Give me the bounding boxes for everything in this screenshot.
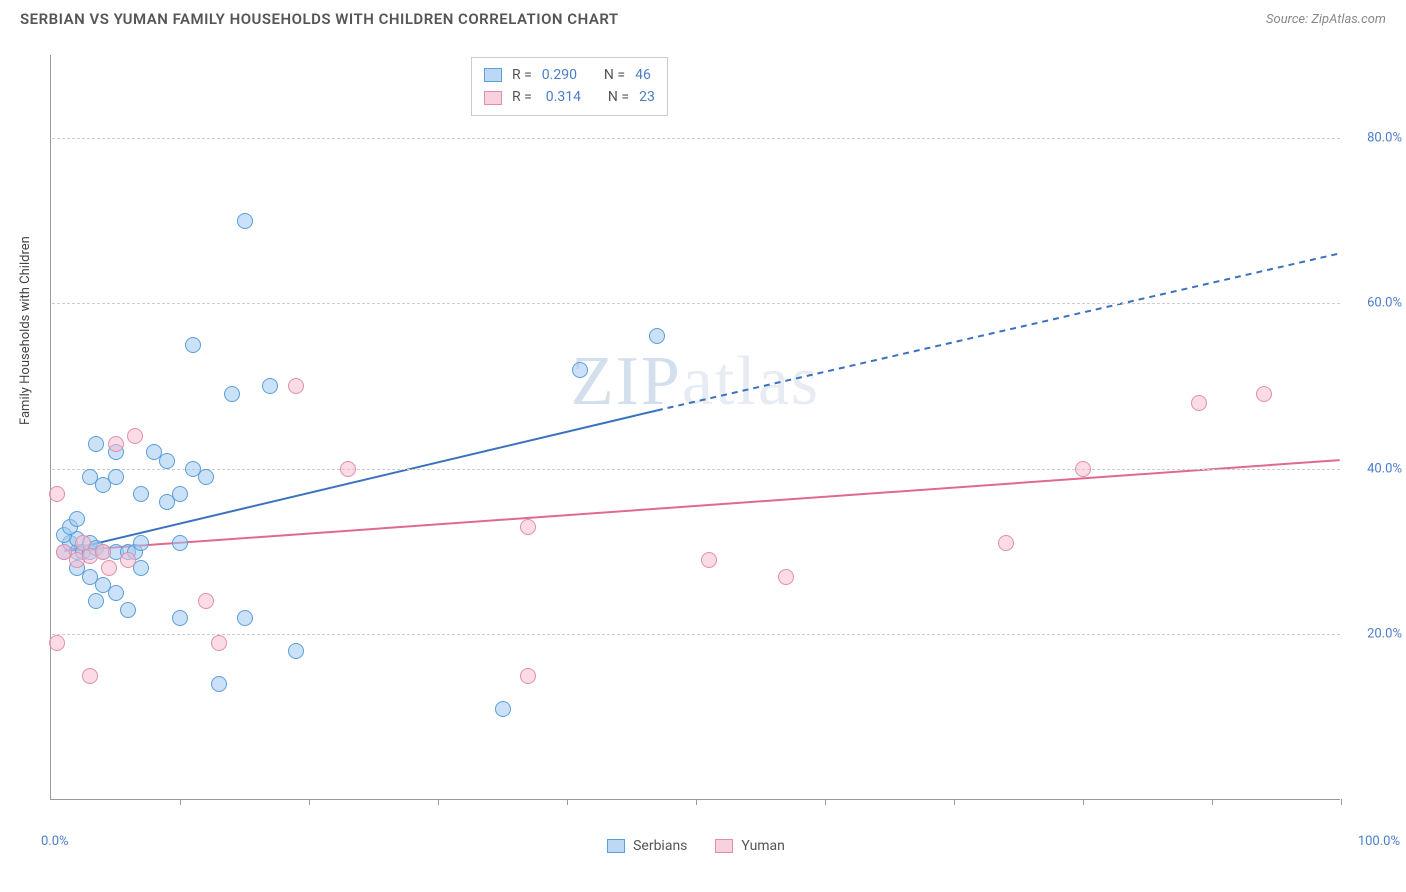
data-point xyxy=(120,552,136,568)
data-point xyxy=(88,436,104,452)
data-point xyxy=(82,668,98,684)
y-tick-label: 60.0% xyxy=(1367,296,1402,311)
plot-area: Family Households with Children ZIPatlas… xyxy=(50,55,1340,800)
y-axis-label: Family Households with Children xyxy=(18,236,33,425)
data-point xyxy=(211,635,227,651)
data-point xyxy=(649,328,665,344)
data-point xyxy=(198,469,214,485)
data-point xyxy=(701,552,717,568)
data-point xyxy=(495,701,511,717)
legend-item-yuman: Yuman xyxy=(715,838,784,854)
data-point xyxy=(127,428,143,444)
data-point xyxy=(288,643,304,659)
data-point xyxy=(262,378,278,394)
x-tick xyxy=(1341,799,1342,805)
gridline xyxy=(52,138,1340,139)
data-point xyxy=(288,378,304,394)
y-tick-label: 40.0% xyxy=(1367,461,1402,476)
correlation-legend: R = 0.290 N = 46 R = 0.314 N = 23 xyxy=(471,57,668,116)
x-tick xyxy=(1212,799,1213,805)
trend-lines xyxy=(51,55,1340,799)
data-point xyxy=(49,635,65,651)
data-point xyxy=(1075,461,1091,477)
series-legend: Serbians Yuman xyxy=(51,838,1341,854)
data-point xyxy=(998,535,1014,551)
data-point xyxy=(172,535,188,551)
x-tick xyxy=(309,799,310,805)
gridline xyxy=(52,634,1340,635)
x-tick xyxy=(1083,799,1084,805)
source-label: Source: ZipAtlas.com xyxy=(1266,12,1386,27)
data-point xyxy=(572,362,588,378)
x-tick xyxy=(825,799,826,805)
data-point xyxy=(82,469,98,485)
gridline xyxy=(52,303,1340,304)
x-tick xyxy=(180,799,181,805)
data-point xyxy=(172,486,188,502)
legend-row-serbians: R = 0.290 N = 46 xyxy=(484,64,655,86)
chart-container: Family Households with Children ZIPatlas… xyxy=(50,55,1390,835)
data-point xyxy=(133,486,149,502)
gridline xyxy=(52,469,1340,470)
data-point xyxy=(237,610,253,626)
data-point xyxy=(520,519,536,535)
data-point xyxy=(88,593,104,609)
x-tick xyxy=(438,799,439,805)
data-point xyxy=(108,585,124,601)
data-point xyxy=(224,386,240,402)
x-max-label: 100.0% xyxy=(1358,834,1400,849)
data-point xyxy=(69,511,85,527)
data-point xyxy=(101,560,117,576)
data-point xyxy=(778,569,794,585)
data-point xyxy=(1256,386,1272,402)
x-tick xyxy=(696,799,697,805)
data-point xyxy=(211,676,227,692)
data-point xyxy=(120,602,136,618)
legend-row-yuman: R = 0.314 N = 23 xyxy=(484,86,655,108)
data-point xyxy=(49,486,65,502)
y-tick-label: 20.0% xyxy=(1367,627,1402,642)
data-point xyxy=(95,544,111,560)
swatch-pink-icon xyxy=(715,839,733,853)
x-tick xyxy=(954,799,955,805)
chart-title: SERBIAN VS YUMAN FAMILY HOUSEHOLDS WITH … xyxy=(20,10,619,28)
data-point xyxy=(108,469,124,485)
data-point xyxy=(198,593,214,609)
data-point xyxy=(133,535,149,551)
swatch-blue-icon xyxy=(607,839,625,853)
watermark: ZIPatlas xyxy=(571,342,820,422)
y-tick-label: 80.0% xyxy=(1367,130,1402,145)
data-point xyxy=(185,337,201,353)
data-point xyxy=(172,610,188,626)
swatch-blue-icon xyxy=(484,68,502,82)
data-point xyxy=(340,461,356,477)
data-point xyxy=(237,213,253,229)
data-point xyxy=(520,668,536,684)
swatch-pink-icon xyxy=(484,91,502,105)
x-tick xyxy=(567,799,568,805)
data-point xyxy=(1191,395,1207,411)
data-point xyxy=(75,535,91,551)
data-point xyxy=(108,436,124,452)
legend-item-serbians: Serbians xyxy=(607,838,687,854)
data-point xyxy=(159,453,175,469)
